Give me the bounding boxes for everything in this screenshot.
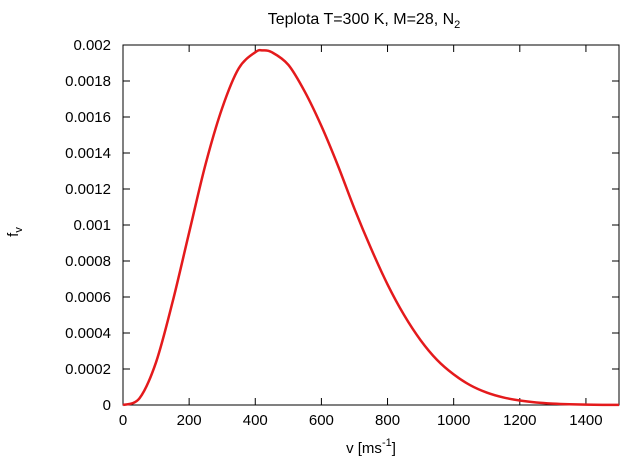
y-axis: 0 0.0002 0.0004 0.0006 0.0008 0.001 0.0012 0.00… bbox=[65, 37, 619, 414]
y-tick-label: 0.0004 bbox=[65, 325, 111, 342]
x-tick-label: 0 bbox=[119, 412, 127, 429]
x-tick-label: 400 bbox=[243, 412, 268, 429]
y-tick-label: 0.0012 bbox=[65, 181, 111, 198]
plot-frame bbox=[122, 44, 620, 406]
y-tick-label: 0.0018 bbox=[65, 73, 111, 90]
y-tick-label: 0.0006 bbox=[65, 289, 111, 306]
series-line bbox=[122, 48, 620, 407]
y-tick-label: 0.0014 bbox=[65, 145, 111, 162]
x-tick-label: 200 bbox=[177, 412, 202, 429]
y-tick-label: 0.0016 bbox=[65, 109, 111, 126]
y-tick-label: 0.0002 bbox=[65, 361, 111, 378]
x-axis: 0 200 400 600 800 1000 1200 1400 bbox=[119, 45, 603, 429]
x-tick-label: 600 bbox=[309, 412, 334, 429]
plot-area: 0 200 400 600 800 1000 1200 1400 00.00020.00040… bbox=[65, 37, 620, 429]
x-tick-label: 1000 bbox=[437, 412, 470, 429]
x-axis-label: v [ms-1] bbox=[346, 437, 396, 457]
x-tick-label: 1400 bbox=[569, 412, 602, 429]
chart-title: Teplota T=300 K, M=28, N2 bbox=[268, 11, 461, 31]
x-tick-label: 800 bbox=[375, 412, 400, 429]
y-tick-label: 0.001 bbox=[73, 217, 111, 234]
y-tick-label: 0 bbox=[103, 397, 111, 414]
y-tick-label: 0.002 bbox=[73, 37, 111, 54]
x-tick-label: 1200 bbox=[503, 412, 536, 429]
y-tick-label: 0.0008 bbox=[65, 253, 111, 270]
y-axis-label: fv bbox=[5, 227, 25, 237]
